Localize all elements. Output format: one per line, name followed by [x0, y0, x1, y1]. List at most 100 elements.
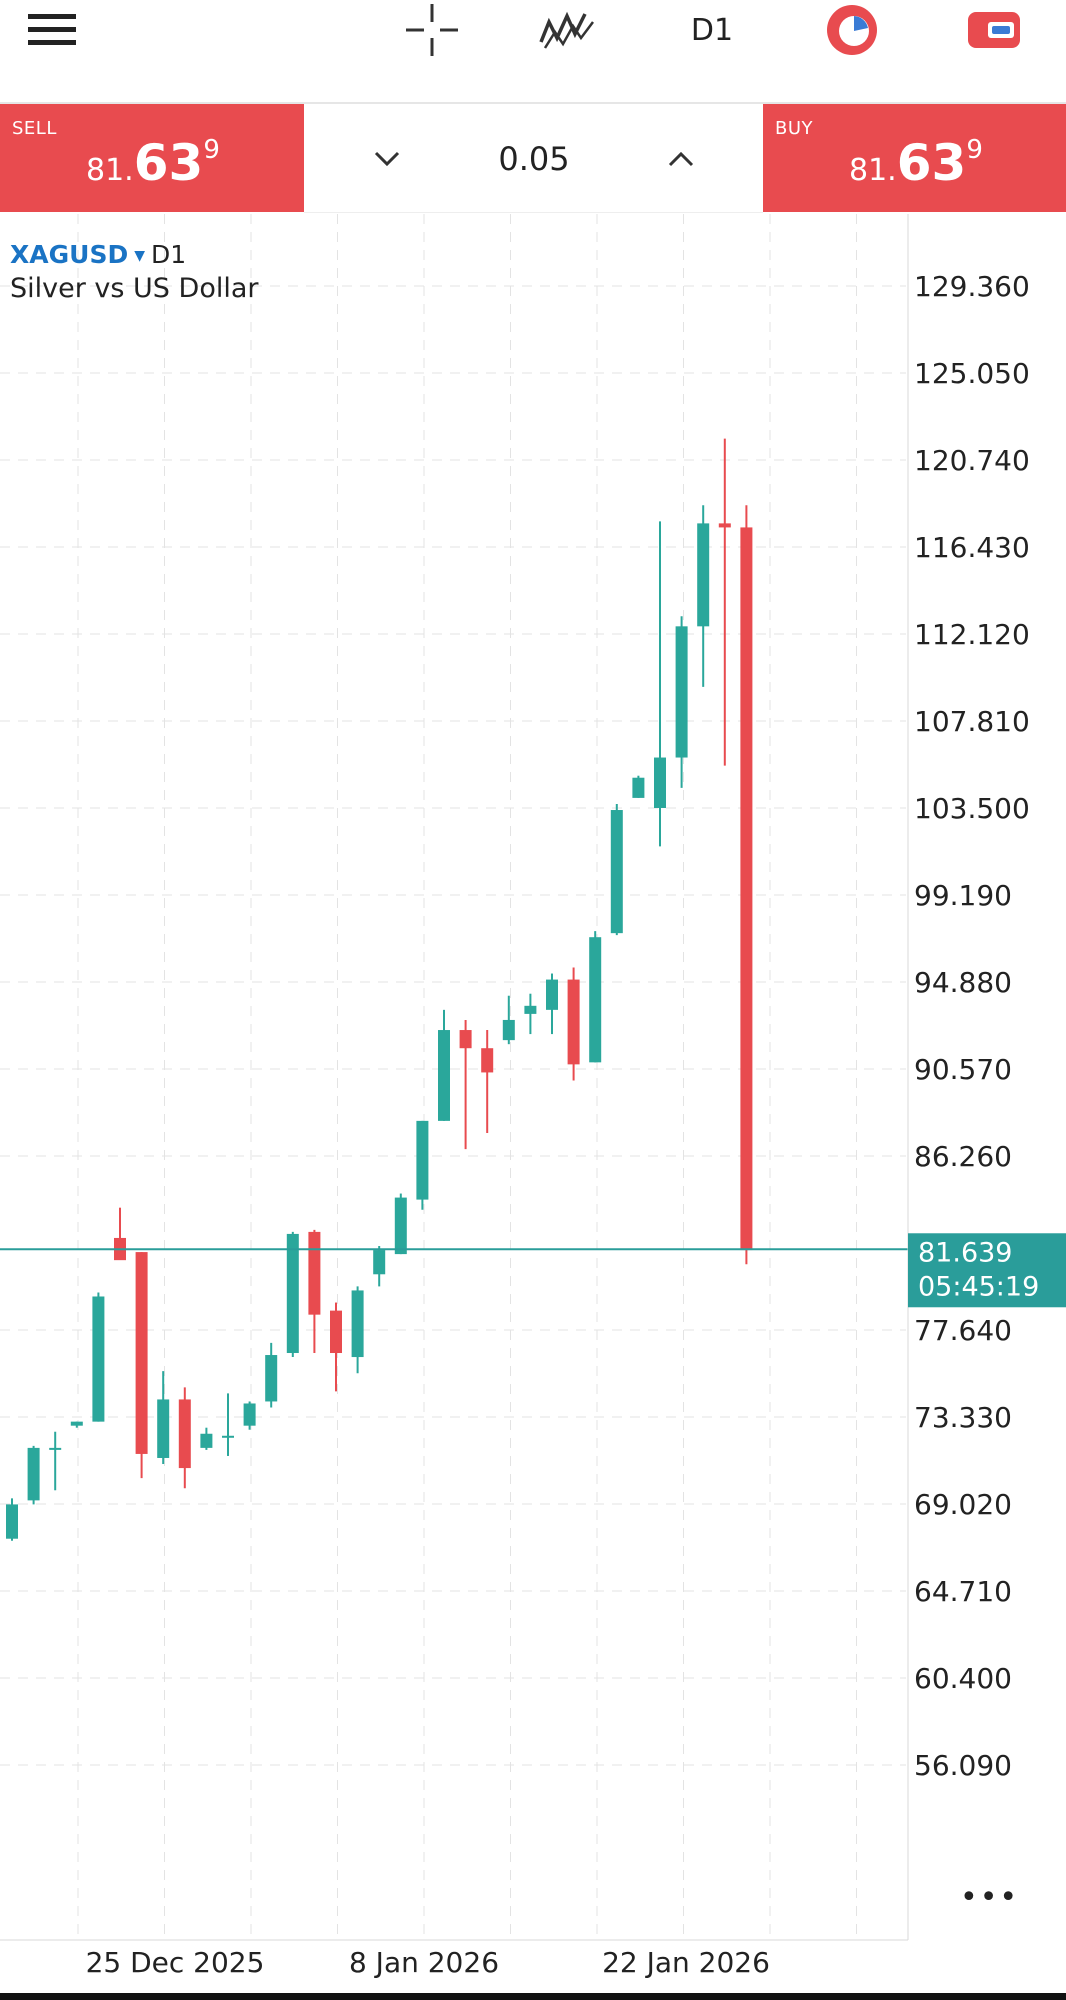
- timeframe-button[interactable]: D1: [690, 12, 734, 48]
- chevron-up-icon: [668, 151, 694, 167]
- crosshair-button[interactable]: [400, 0, 464, 60]
- indicators-button[interactable]: [535, 0, 599, 60]
- candle-bullish: [373, 1246, 386, 1287]
- candle-body: [394, 1197, 407, 1255]
- buy-price: 81.639: [849, 134, 983, 192]
- candle-body: [459, 1030, 472, 1049]
- candle-body: [243, 1403, 256, 1426]
- candle-bearish: [718, 438, 731, 766]
- candle-body: [718, 523, 731, 528]
- candle-bullish: [243, 1401, 256, 1430]
- candle-body: [697, 523, 710, 627]
- candle-bearish: [330, 1302, 342, 1392]
- candle-body: [92, 1296, 105, 1422]
- symbol-dropdown-icon: ▼: [134, 248, 145, 264]
- price-tick-label: 112.120: [914, 618, 1030, 651]
- price-tick-label: 94.880: [914, 966, 1012, 999]
- candle-body: [200, 1433, 213, 1448]
- candle-bearish: [135, 1252, 148, 1479]
- chart-grid: [0, 214, 906, 1940]
- current-price-label-bg: [908, 1233, 1066, 1308]
- hamburger-menu-icon: [28, 14, 76, 45]
- candle-body: [286, 1233, 299, 1354]
- candle-bullish: [394, 1193, 407, 1255]
- time-axis: 25 Dec 2025 8 Jan 2026 22 Jan 2026: [0, 1939, 908, 1979]
- symbol-name: XAGUSD: [10, 240, 129, 269]
- top-toolbar: D1: [0, 0, 1066, 100]
- price-tick-label: 64.710: [914, 1575, 1012, 1608]
- candle-bullish: [610, 803, 623, 936]
- trade-button[interactable]: [962, 0, 1026, 60]
- buy-price-big: 63: [896, 134, 967, 192]
- candle-bearish: [740, 505, 753, 1265]
- candle-body: [27, 1447, 40, 1501]
- candle-bullish: [286, 1231, 299, 1358]
- candle-body: [135, 1252, 148, 1454]
- price-axis: 133.670 129.360 125.050 120.740 116.430 112.1…: [907, 214, 1030, 1940]
- candle-body: [70, 1421, 83, 1426]
- lot-increase-button[interactable]: [656, 134, 706, 184]
- price-tick-label: 125.050: [914, 357, 1030, 390]
- menu-button[interactable]: [22, 0, 82, 60]
- price-tick-label: 133.670: [914, 214, 1030, 216]
- price-tick-label: 103.500: [914, 792, 1030, 825]
- candle-body: [330, 1310, 342, 1354]
- price-tick-label: 56.090: [914, 1749, 1012, 1782]
- price-tick-label: 99.190: [914, 879, 1012, 912]
- candle-body: [610, 810, 623, 934]
- symbol-timeframe: D1: [150, 240, 187, 269]
- candle-body: [740, 527, 753, 1251]
- candle-bullish: [589, 931, 602, 1063]
- candle-bullish: [438, 1009, 450, 1121]
- sell-price: 81.639: [86, 134, 220, 192]
- candle-bullish: [654, 521, 666, 847]
- sell-button[interactable]: SELL 81.639: [0, 104, 304, 212]
- bar-countdown: 05:45:19: [918, 1271, 1039, 1302]
- sell-price-sup: 9: [203, 135, 220, 165]
- lot-decrease-button[interactable]: [362, 134, 412, 184]
- candle-body: [373, 1250, 386, 1275]
- buy-button[interactable]: BUY 81.639: [763, 104, 1066, 212]
- price-tick-label: 129.360: [914, 270, 1030, 303]
- buy-price-small: 81.: [849, 153, 897, 188]
- candle-body: [222, 1435, 234, 1438]
- price-tick-label: 120.740: [914, 444, 1030, 477]
- candle-bullish: [546, 973, 558, 1035]
- price-tick-label: 60.400: [914, 1662, 1012, 1695]
- price-tick-label: 69.020: [914, 1488, 1012, 1521]
- more-button[interactable]: •••: [960, 1880, 1020, 1915]
- candle-bearish: [567, 967, 580, 1081]
- chart-timer-button[interactable]: [820, 0, 884, 60]
- candle-body: [632, 777, 645, 798]
- candle-bearish: [459, 1019, 472, 1150]
- candle-body: [546, 979, 558, 1010]
- candle-bullish: [265, 1342, 278, 1408]
- candle-bullish: [157, 1371, 170, 1465]
- date-tick-label: 22 Jan 2026: [602, 1946, 770, 1979]
- candle-bullish: [92, 1292, 105, 1422]
- candle-body: [524, 1005, 537, 1014]
- candle-bullish: [675, 616, 688, 788]
- clock-icon: [827, 5, 877, 55]
- symbol-description: Silver vs US Dollar: [10, 273, 259, 304]
- candle-body: [416, 1120, 429, 1200]
- price-chart[interactable]: 133.670 129.360 125.050 120.740 116.430 112.1…: [0, 214, 1066, 1993]
- candle-bullish: [697, 505, 710, 687]
- candle-body: [351, 1290, 364, 1358]
- indicators-icon: [539, 11, 594, 49]
- lot-size-input[interactable]: 0.05: [498, 140, 570, 178]
- candle-bearish: [308, 1229, 321, 1354]
- candle-bullish: [416, 1120, 429, 1210]
- price-tick-label: 86.260: [914, 1140, 1012, 1173]
- toolbar-divider: [0, 102, 1066, 104]
- candle-body: [567, 979, 580, 1065]
- symbol-line[interactable]: XAGUSD ▼ D1: [10, 240, 258, 269]
- price-tick-label: 107.810: [914, 705, 1030, 738]
- crosshair-icon: [406, 4, 458, 56]
- candle-body: [438, 1030, 450, 1121]
- candle-body: [6, 1504, 18, 1539]
- bottom-bar: [0, 1993, 1066, 2000]
- chevron-down-icon: [374, 151, 400, 167]
- price-tick-label: 116.430: [914, 531, 1030, 564]
